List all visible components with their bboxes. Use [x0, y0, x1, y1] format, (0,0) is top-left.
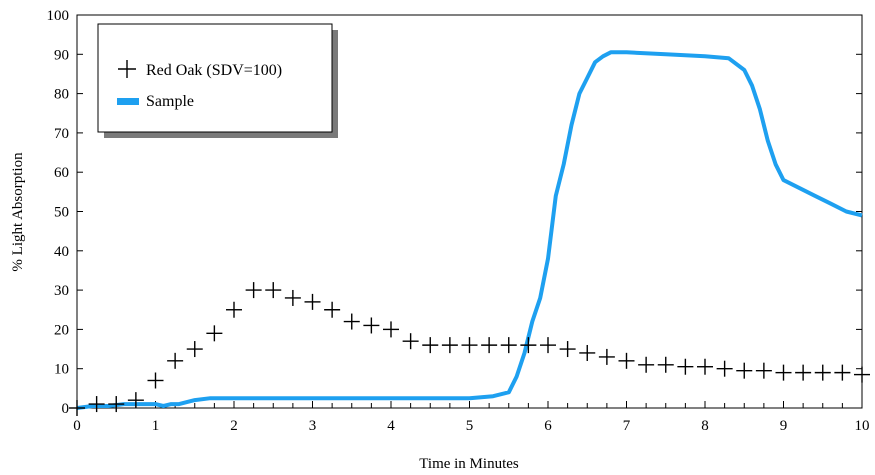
- red-oak-point: [834, 364, 851, 381]
- red-oak-point: [422, 337, 439, 354]
- x-tick-label: 10: [855, 418, 870, 434]
- red-oak-point: [697, 358, 713, 375]
- red-oak-point: [795, 364, 812, 381]
- legend-box: [97, 23, 333, 133]
- red-oak-point: [441, 337, 458, 354]
- red-oak-point: [481, 337, 498, 354]
- red-oak-point: [598, 348, 615, 365]
- legend-red-oak-marker: [118, 60, 136, 78]
- red-oak-point: [402, 333, 419, 350]
- y-axis-title: % Light Absorption: [10, 152, 26, 272]
- red-oak-point: [383, 321, 399, 338]
- red-oak-point: [559, 341, 576, 358]
- red-oak-point: [69, 400, 85, 416]
- red-oak-point: [108, 396, 125, 413]
- red-oak-point: [775, 364, 792, 381]
- x-axis-ticks: 0 1 2 3 4 5 6 7 8 9 10: [73, 401, 870, 434]
- x-tick-label: 6: [544, 418, 552, 434]
- red-oak-point: [854, 366, 870, 383]
- y-tick-label: 40: [54, 244, 69, 260]
- red-oak-point: [520, 337, 537, 354]
- legend-red-oak-label: Red Oak (SDV=100): [146, 62, 282, 79]
- red-oak-point: [147, 372, 164, 389]
- red-oak-point: [245, 282, 262, 299]
- y-tick-label: 20: [54, 322, 69, 338]
- red-oak-point: [677, 358, 694, 375]
- y-axis-ticks: 0 10 20 30 40 50 60 70 80 90 100: [47, 8, 862, 417]
- x-tick-label: 0: [73, 418, 81, 434]
- x-tick-label: 1: [152, 418, 160, 434]
- red-oak-point: [755, 362, 772, 379]
- x-axis-title: Time in Minutes: [419, 456, 519, 472]
- red-oak-point: [363, 317, 380, 334]
- red-oak-point: [814, 364, 831, 381]
- red-oak-point: [226, 301, 242, 318]
- legend-sample-marker: [117, 98, 139, 105]
- legend-sample-label: Sample: [146, 93, 194, 110]
- red-oak-point: [500, 337, 517, 354]
- x-tick-label: 3: [309, 418, 317, 434]
- red-oak-point: [736, 362, 753, 379]
- x-tick-label: 8: [701, 418, 709, 434]
- sample-series-line: [76, 50, 863, 410]
- red-oak-point: [579, 344, 596, 361]
- y-tick-label: 0: [62, 401, 70, 417]
- red-oak-point: [657, 356, 674, 373]
- y-tick-label: 60: [54, 165, 69, 181]
- red-oak-point: [167, 352, 184, 369]
- y-tick-label: 10: [54, 362, 69, 378]
- red-oak-point: [540, 337, 556, 354]
- y-tick-label: 30: [54, 283, 69, 299]
- legend: Red Oak (SDV=100) Sample: [97, 23, 338, 138]
- x-tick-label: 4: [387, 418, 395, 434]
- red-oak-point: [88, 396, 105, 413]
- x-tick-label: 2: [230, 418, 238, 434]
- red-oak-point: [304, 293, 321, 310]
- y-tick-label: 80: [54, 87, 69, 103]
- red-oak-point: [324, 301, 341, 318]
- y-tick-label: 50: [54, 205, 69, 221]
- red-oak-point: [716, 360, 733, 377]
- red-oak-point: [206, 325, 223, 342]
- red-oak-point: [186, 341, 203, 358]
- y-tick-label: 90: [54, 47, 69, 63]
- red-oak-point: [284, 289, 301, 306]
- red-oak-point: [343, 313, 360, 330]
- y-tick-label: 70: [54, 126, 69, 142]
- y-tick-label: 100: [47, 8, 70, 24]
- red-oak-point: [638, 356, 655, 373]
- x-tick-label: 9: [780, 418, 788, 434]
- red-oak-point: [265, 282, 282, 299]
- x-tick-label: 5: [466, 418, 474, 434]
- red-oak-point: [618, 352, 635, 369]
- red-oak-point: [461, 337, 478, 354]
- red-oak-point: [127, 392, 144, 409]
- x-tick-label: 7: [623, 418, 631, 434]
- plot-area: [69, 50, 870, 416]
